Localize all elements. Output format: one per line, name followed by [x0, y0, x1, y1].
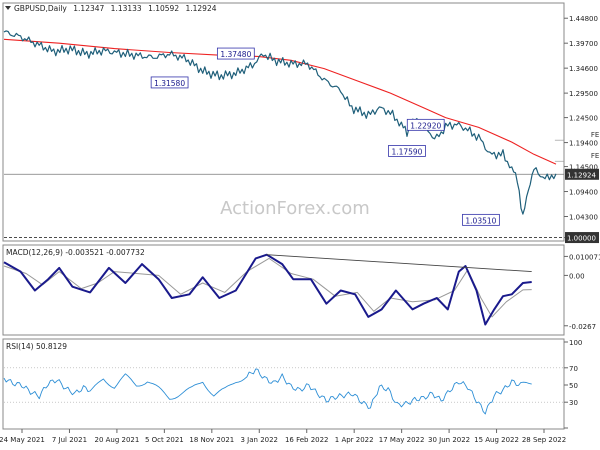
price-axis-tick-label: 1.44800	[569, 15, 598, 23]
pivot-label-box	[406, 118, 445, 131]
x-tick-label: 30 Jun 2022	[428, 436, 470, 444]
price-axis-tick-label: 1.14500	[569, 164, 598, 172]
moving-average-line	[3, 38, 557, 165]
price-axis-tick-label: 1.29500	[569, 90, 598, 98]
price-annotations: 1.37480 1.31580 1.22920 1.17590 1.03510 FE 10…	[150, 47, 600, 226]
x-tick-label: 7 Jul 2021	[52, 436, 87, 444]
x-tick-label: 15 Aug 2022	[474, 436, 519, 444]
price-axis-tick-label: 1.04300	[569, 214, 598, 222]
pivot-label-box	[216, 47, 255, 60]
rsi-level-lines	[4, 367, 564, 403]
open-value: 1.12347	[73, 4, 104, 13]
macd-axis-tick-label: -0.0267	[569, 323, 596, 331]
price-y-axis: 1.44800 1.39700 1.34600 1.29500 1.24500 1.194…	[564, 15, 599, 244]
x-tick-label: 24 May 2021	[0, 436, 45, 444]
x-tick-label: 1 Apr 2022	[335, 436, 374, 444]
x-tick-label: 3 Jan 2022	[241, 436, 279, 444]
rsi-axis-tick-label: 50	[569, 382, 578, 390]
rsi-series	[3, 368, 532, 415]
x-tick-label: 5 Oct 2021	[145, 436, 184, 444]
pivot-label: 1.37480	[220, 50, 251, 59]
pivot-label-box	[150, 76, 189, 89]
pivot-label: 1.31580	[154, 79, 185, 88]
price-axis-tick-label: 1.39700	[569, 40, 598, 48]
x-axis: 24 May 2021 7 Jul 2021 20 Aug 2021 5 Oct 20…	[0, 429, 566, 444]
close-value: 1.12924	[185, 4, 216, 13]
pivot-label-box	[388, 145, 426, 157]
x-tick-label: 18 Nov 2021	[189, 436, 234, 444]
price-panel-frame	[2, 2, 565, 242]
high-value: 1.13133	[111, 4, 142, 13]
pivot-label: 1.03510	[465, 216, 496, 225]
rsi-line	[3, 368, 532, 415]
price-axis-tick-label: 1.09400	[569, 189, 598, 197]
price-axis-tick-label: 1.24500	[569, 115, 598, 123]
price-series	[3, 30, 557, 215]
macd-series	[3, 253, 532, 326]
symbol-dropdown-icon[interactable]	[5, 6, 11, 10]
rsi-axis-tick-label: 100	[569, 339, 582, 347]
pivot-label-box	[462, 213, 500, 226]
price-line	[3, 30, 557, 215]
macd-panel-frame	[2, 244, 565, 336]
x-tick-label: 28 Sep 2022	[522, 436, 566, 444]
macd-y-axis: 0.010071 0.00 -0.0267	[564, 253, 600, 331]
price-axis-tick-label: 1.34600	[569, 65, 598, 73]
x-tick-label: 20 Aug 2021	[94, 436, 139, 444]
fib-level-label: FE 100.0	[591, 131, 600, 139]
rsi-axis-tick-label: 70	[569, 365, 578, 373]
x-tick-label: 17 May 2022	[379, 436, 425, 444]
rsi-y-axis: 100 70 50 30	[564, 339, 582, 429]
pivot-label: 1.17590	[391, 147, 422, 156]
low-value: 1.10592	[148, 4, 179, 13]
macd-axis-tick-label: 0.00	[569, 272, 585, 280]
macd-trendline	[266, 254, 532, 273]
price-panel-title: GBPUSD,Daily 1.12347 1.13133 1.10592 1.1…	[14, 4, 217, 13]
parity-level-label: 1.00000	[567, 235, 596, 243]
fib-level-label: FE 61.8	[591, 152, 600, 160]
parity-level-tag	[565, 232, 599, 244]
watermark: ActionForex.com	[220, 198, 370, 219]
price-axis-tick-label: 1.19400	[569, 140, 598, 148]
macd-panel-title: MACD(12,26,9) -0.003521 -0.007732	[6, 248, 145, 257]
rsi-panel-frame	[2, 338, 565, 430]
current-price-tag	[565, 168, 599, 180]
rsi-axis-tick-label: 30	[569, 399, 578, 407]
price-reference-lines	[4, 173, 564, 238]
macd-axis-tick-label: 0.010071	[569, 253, 600, 261]
rsi-panel-title: RSI(14) 50.8129	[6, 342, 67, 351]
pivot-label: 1.22920	[410, 121, 441, 130]
current-price-label: 1.12924	[567, 171, 596, 179]
symbol-label: GBPUSD,Daily	[14, 4, 67, 13]
macd-line	[3, 253, 532, 326]
x-tick-label: 16 Feb 2022	[285, 436, 329, 444]
